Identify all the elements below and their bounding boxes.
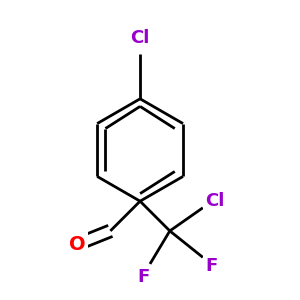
Text: Cl: Cl — [205, 192, 224, 210]
Text: F: F — [137, 268, 149, 286]
Text: Cl: Cl — [130, 29, 150, 47]
Text: F: F — [205, 256, 217, 274]
Text: O: O — [69, 235, 86, 254]
